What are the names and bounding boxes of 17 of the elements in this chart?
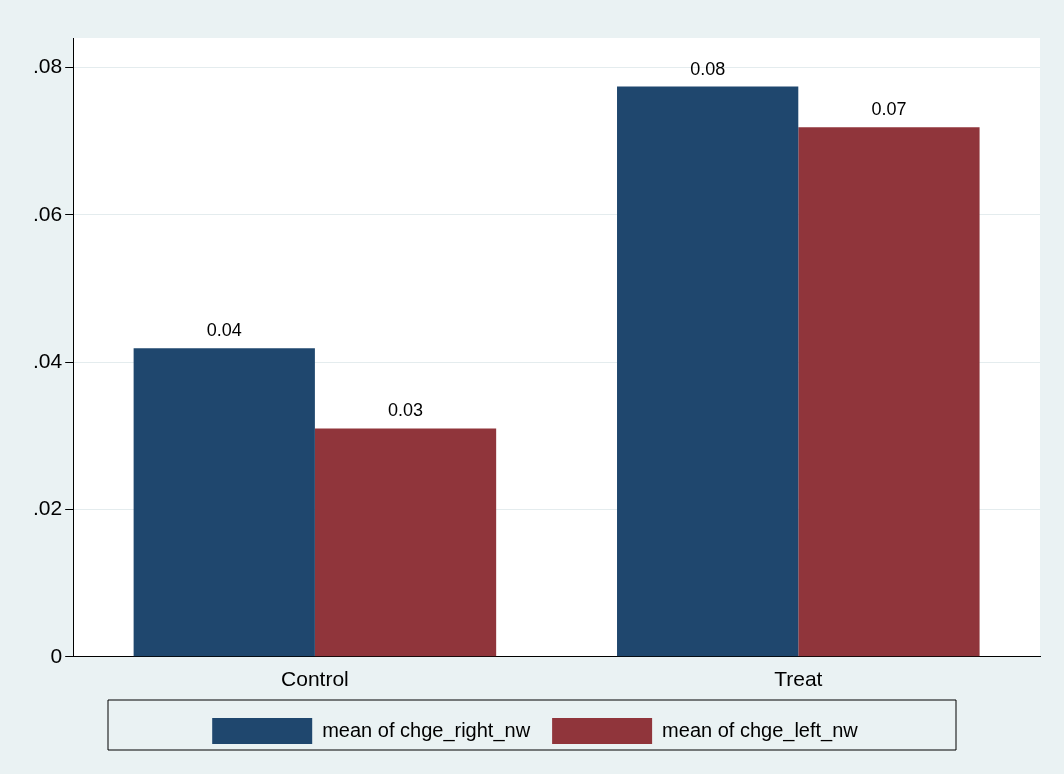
data-label: 0.03 bbox=[388, 400, 424, 421]
data-label: 0.07 bbox=[871, 99, 907, 120]
x-tick-label: Control bbox=[281, 667, 349, 691]
y-tick-label: .04 bbox=[32, 348, 63, 372]
bar bbox=[798, 127, 980, 657]
bar bbox=[133, 348, 315, 657]
y-tick-label: 0 bbox=[50, 643, 63, 667]
y-tick-label: .08 bbox=[32, 54, 63, 78]
y-tick-label: .02 bbox=[32, 496, 63, 520]
bar bbox=[617, 86, 799, 657]
legend-label: mean of chge_left_nw bbox=[662, 718, 859, 742]
y-tick-label: .06 bbox=[32, 201, 63, 225]
legend-label: mean of chge_right_nw bbox=[322, 718, 531, 742]
data-label: 0.08 bbox=[690, 58, 726, 79]
data-label: 0.04 bbox=[206, 320, 242, 341]
bar bbox=[314, 428, 497, 657]
x-tick-label: Treat bbox=[774, 667, 823, 691]
